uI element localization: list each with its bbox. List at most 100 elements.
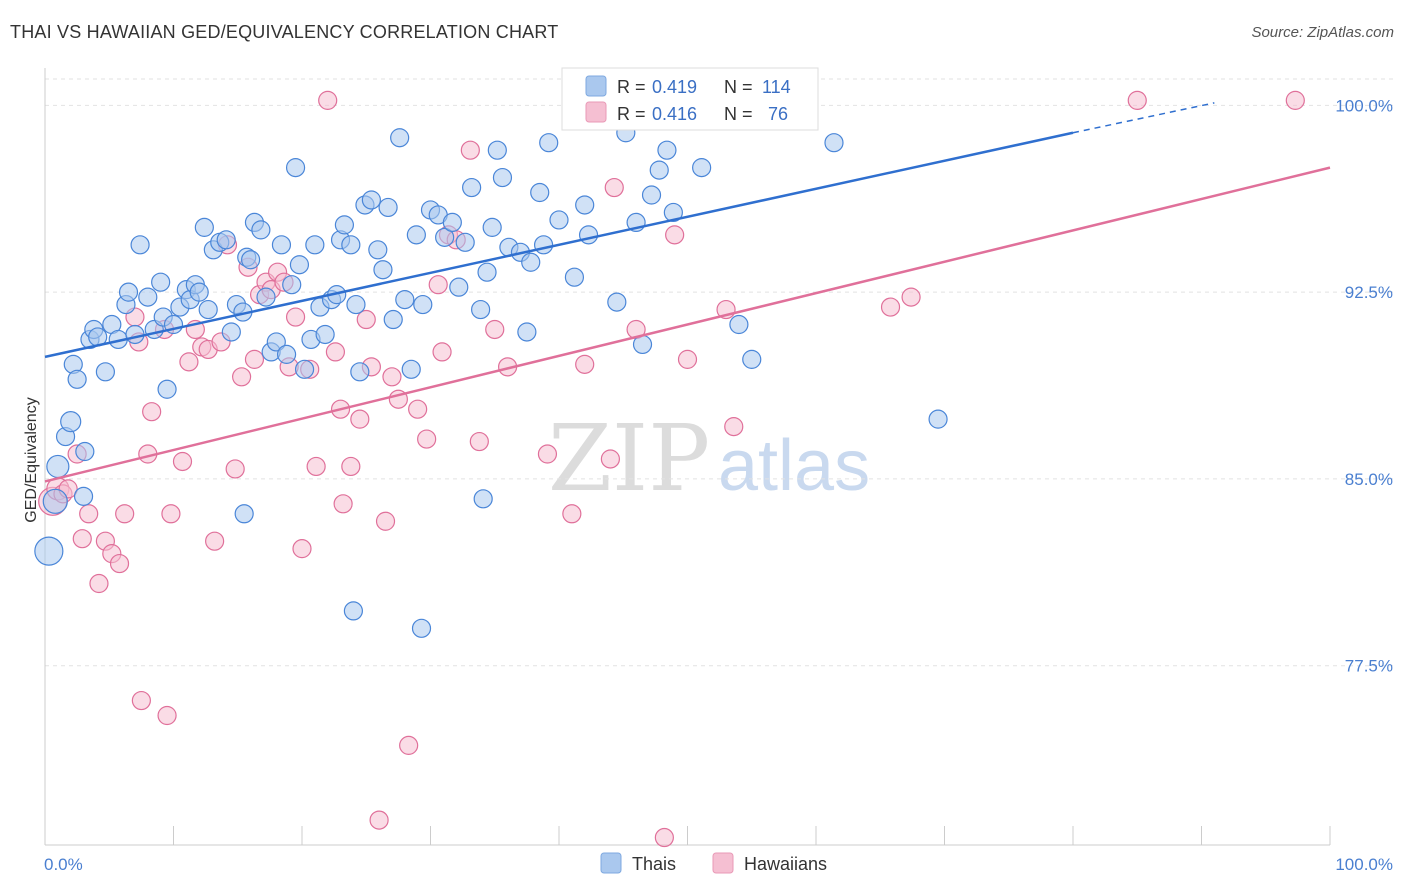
- data-point: [241, 250, 261, 270]
- thais-points: [34, 93, 948, 638]
- data-point: [79, 504, 99, 524]
- x-tick-label-min: 0.0%: [44, 855, 83, 874]
- data-point: [462, 177, 482, 198]
- data-point: [373, 260, 393, 280]
- data-point: [292, 539, 312, 559]
- data-point: [641, 185, 662, 205]
- bottom-legend-thais: Thais: [632, 854, 676, 874]
- data-point: [413, 294, 433, 315]
- thais-trend-extension: [1072, 102, 1215, 134]
- data-point: [115, 504, 135, 524]
- data-point: [692, 158, 712, 178]
- legend-hawaiians-r-value: 0.416: [652, 104, 697, 124]
- data-point: [537, 444, 558, 464]
- data-point: [533, 235, 554, 255]
- data-point: [411, 618, 432, 638]
- data-point: [350, 409, 370, 429]
- data-point: [315, 324, 335, 345]
- data-point: [492, 167, 513, 188]
- data-point: [289, 255, 310, 275]
- data-point: [194, 217, 214, 237]
- data-point: [285, 307, 306, 327]
- data-point: [575, 195, 595, 215]
- data-point: [361, 190, 381, 210]
- data-point: [285, 158, 306, 178]
- data-point: [607, 292, 627, 312]
- watermark-atlas: atlas: [718, 426, 870, 506]
- bottom-legend-swatch-hawaiians: [712, 852, 734, 874]
- chart-title: THAI VS HAWAIIAN GED/EQUIVALENCY CORRELA…: [10, 22, 559, 42]
- data-point: [318, 90, 338, 110]
- data-point: [473, 489, 493, 509]
- data-point: [131, 690, 151, 711]
- data-point: [487, 140, 507, 160]
- legend-thais-n-value: 114: [762, 77, 791, 97]
- data-point: [189, 282, 209, 302]
- data-point: [89, 573, 109, 594]
- data-point: [742, 349, 762, 369]
- data-point: [157, 379, 177, 399]
- data-point: [442, 212, 462, 233]
- data-point: [539, 133, 559, 153]
- data-point: [578, 225, 599, 245]
- data-point: [225, 459, 245, 479]
- data-point: [1285, 90, 1305, 110]
- data-point: [382, 367, 402, 387]
- data-point: [334, 215, 355, 235]
- data-point: [378, 197, 398, 218]
- y-tick-label: 85.0%: [1345, 470, 1393, 489]
- data-point: [356, 309, 376, 330]
- bottom-legend: Thais Hawaiians: [600, 852, 827, 874]
- legend-thais-r-value: 0.419: [652, 77, 697, 97]
- data-point: [368, 240, 388, 260]
- data-point: [901, 287, 921, 307]
- data-point: [460, 140, 480, 160]
- data-point: [455, 232, 475, 252]
- data-point: [575, 354, 595, 374]
- data-point: [151, 272, 171, 292]
- data-point: [649, 160, 669, 180]
- data-point: [408, 399, 428, 419]
- data-point: [485, 319, 505, 340]
- data-point: [256, 287, 276, 307]
- data-point: [604, 177, 624, 198]
- legend-hawaiians-n-value: 76: [768, 104, 788, 124]
- data-point: [677, 349, 698, 369]
- data-point: [517, 322, 537, 342]
- data-point: [390, 128, 410, 148]
- top-legend: R = 0.419 N = 114 R = 0.416 N = 76: [561, 67, 819, 131]
- data-point: [60, 411, 82, 433]
- thais-trend-line: [44, 131, 1074, 359]
- data-point: [657, 140, 677, 160]
- data-point: [564, 267, 585, 287]
- data-point: [73, 486, 94, 506]
- data-point: [42, 488, 68, 514]
- data-point: [477, 262, 497, 282]
- legend-thais-n-label: N =: [724, 77, 753, 97]
- legend-thais-r-label: R =: [617, 77, 646, 97]
- data-point: [75, 441, 95, 462]
- data-point: [251, 220, 271, 240]
- data-point: [406, 225, 426, 245]
- data-point: [449, 277, 469, 297]
- data-point: [549, 210, 569, 230]
- data-point: [729, 314, 749, 335]
- data-point: [521, 252, 541, 272]
- data-point: [125, 324, 145, 345]
- data-point: [928, 409, 948, 429]
- data-point: [172, 451, 193, 472]
- data-point: [343, 601, 363, 621]
- data-point: [67, 369, 87, 389]
- y-tick-labels: 77.5% 85.0% 92.5% 100.0%: [1335, 96, 1393, 675]
- data-point: [179, 352, 199, 372]
- legend-hawaiians-r-label: R =: [617, 104, 646, 124]
- data-point: [294, 359, 315, 379]
- data-point: [216, 230, 236, 250]
- bottom-legend-hawaiians: Hawaiians: [744, 854, 827, 874]
- data-point: [325, 342, 346, 362]
- data-point: [161, 504, 181, 524]
- data-point: [482, 217, 502, 237]
- data-point: [130, 235, 150, 255]
- data-point: [271, 235, 292, 255]
